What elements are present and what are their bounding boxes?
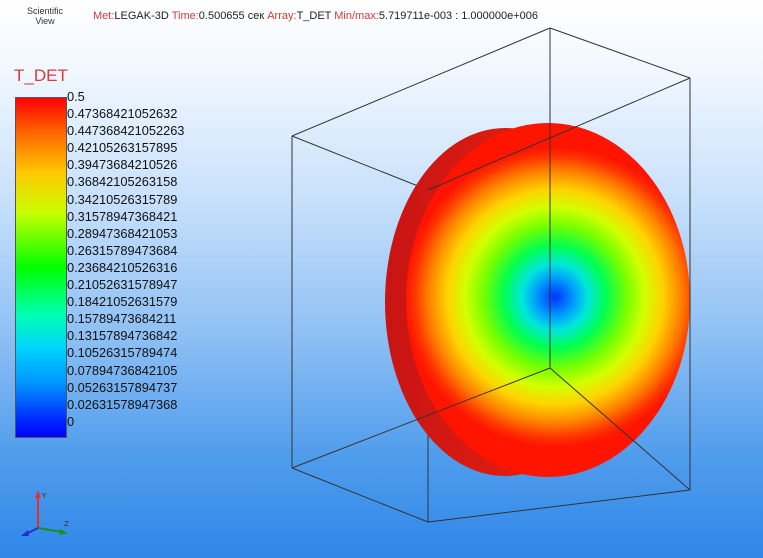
met-label: Met: — [93, 10, 115, 22]
color-scale-tick-label: 0.447368421052263 — [67, 123, 185, 139]
minmax-label: Min/max: — [334, 10, 379, 22]
color-scale-tick-label: 0.21052631578947 — [67, 277, 178, 293]
xyz-axes-icon: Y Z — [21, 490, 69, 536]
svg-text:Y: Y — [41, 492, 47, 500]
bounding-box-front — [291, 27, 691, 491]
color-scale-tick-label: 0.47368421052632 — [67, 106, 178, 122]
color-scale-tick-label: 0.23684210526316 — [67, 259, 178, 275]
color-scale-tick-label: 0.10526315789474 — [67, 345, 178, 361]
met-value: LEGAK-3D — [114, 10, 169, 22]
color-scale-tick-label: 0.07894736842105 — [67, 362, 178, 378]
array-label: Array: — [267, 10, 297, 22]
color-scale-tick-label: 0.18421052631579 — [67, 294, 178, 310]
disc-face — [406, 123, 690, 477]
color-scale-tick-label: 0.42105263157895 — [67, 140, 178, 156]
time-label: Time: — [171, 10, 199, 22]
svg-text:Z: Z — [64, 520, 69, 528]
info-bar: Met:LEGAK-3D Time:0.500655 сек Array:T_D… — [93, 10, 538, 22]
color-scale-tick-label: 0.28947368421053 — [67, 225, 178, 241]
color-scale-tick-label: 0.34210526315789 — [67, 191, 178, 207]
color-scale-tick-label: 0.02631578947368 — [67, 396, 178, 412]
color-scale-tick-label: 0.31578947368421 — [67, 208, 178, 224]
color-scale-tick-label: 0.15789473684211 — [67, 311, 177, 327]
color-scale-tick-label: 0.5 — [67, 89, 85, 104]
color-scale-tick-label: 0.05263157894737 — [67, 379, 178, 395]
array-value: T_DET — [296, 10, 332, 22]
legend-title: T_DET — [14, 66, 68, 85]
color-scale-tick-label: 0.13157894736842 — [67, 328, 178, 344]
scientific-view-logo: Scientific View — [24, 6, 66, 26]
logo-line-2: View — [35, 16, 55, 26]
color-scale-ticks: 0.5 0.47368421052632 0.447368421052263 0.42… — [67, 90, 217, 429]
color-scale-tick-label: 0.26315789473684 — [67, 242, 178, 258]
color-scale-bar — [15, 97, 67, 438]
logo-line-1: Scientific — [26, 6, 63, 16]
color-scale-tick-label: 0.36842105263158 — [67, 174, 178, 190]
minmax-value: 5.719711e-003 : 1.000000e+006 — [378, 10, 539, 22]
color-scale-tick-label: 0 — [67, 413, 75, 429]
time-value: 0.500655 сек — [198, 10, 265, 22]
color-scale-tick-label: 0.39473684210526 — [67, 157, 178, 173]
